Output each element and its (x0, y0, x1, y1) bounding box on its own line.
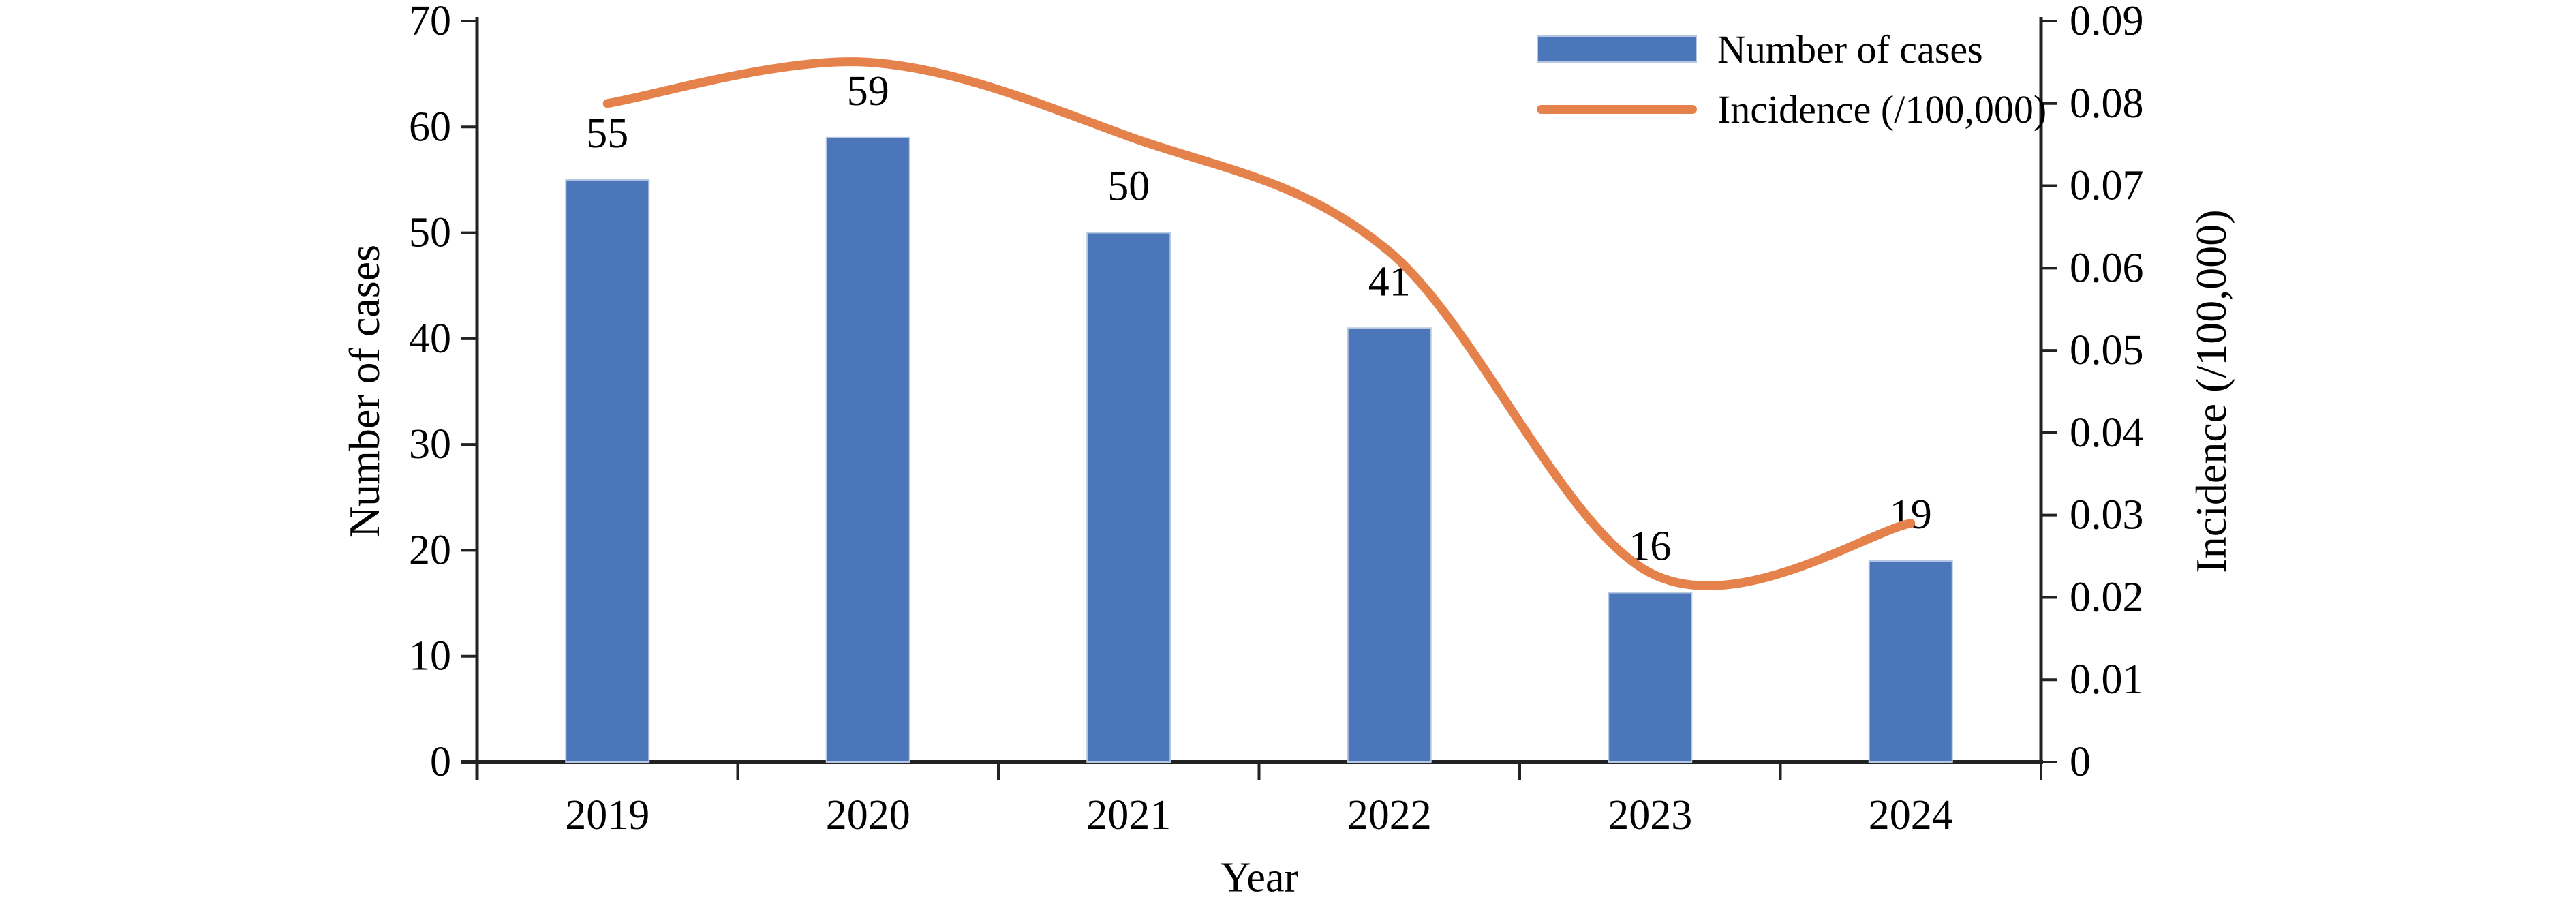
x-tick-label-2023: 2023 (1608, 792, 1692, 838)
bar-label-2019: 55 (586, 110, 628, 157)
x-axis-title: Year (1220, 854, 1299, 901)
bar-2024 (1868, 560, 1953, 763)
right-tick-label-0.01: 0.01 (2070, 656, 2144, 703)
legend: Number of cases Incidence (/100,000) (1537, 20, 2046, 138)
right-tick-label-0.08: 0.08 (2070, 80, 2144, 127)
left-tick-label-70: 70 (409, 0, 451, 44)
right-tick-label-0.06: 0.06 (2070, 245, 2144, 291)
left-axis-title: Number of cases (340, 244, 388, 539)
bar-2021 (1086, 232, 1171, 763)
bar-2023 (1608, 592, 1693, 763)
left-tick-label-60: 60 (409, 104, 451, 150)
bar-label-2021: 50 (1107, 164, 1150, 210)
x-tick-label-2020: 2020 (826, 792, 910, 838)
left-tick-label-10: 10 (409, 633, 451, 680)
legend-line-swatch-icon (1537, 104, 1697, 114)
x-tick-label-2022: 2022 (1347, 792, 1432, 838)
right-tick-label-0.05: 0.05 (2070, 327, 2144, 374)
bar-label-2020: 59 (847, 68, 889, 115)
right-tick-label-0.07: 0.07 (2070, 163, 2144, 209)
legend-bar-swatch-icon (1537, 35, 1697, 63)
left-tick-label-40: 40 (409, 316, 451, 362)
right-tick-label-0.02: 0.02 (2070, 574, 2144, 620)
bar-2019 (565, 179, 650, 763)
legend-label-number-of-cases: Number of cases (1717, 27, 1983, 72)
right-tick-label-0: 0 (2070, 739, 2091, 785)
bar-2022 (1347, 327, 1432, 763)
left-tick-label-50: 50 (409, 210, 451, 256)
right-tick-label-0.03: 0.03 (2070, 492, 2144, 539)
x-tick-label-2021: 2021 (1086, 792, 1171, 838)
right-axis-title: Incidence (/100,000) (2187, 209, 2235, 573)
legend-label-incidence: Incidence (/100,000) (1717, 87, 2047, 132)
bar-2020 (825, 136, 910, 763)
right-tick-label-0.04: 0.04 (2070, 410, 2144, 456)
right-tick-label-0.09: 0.09 (2070, 0, 2144, 44)
left-tick-label-20: 20 (409, 527, 451, 573)
left-tick-label-0: 0 (430, 739, 451, 785)
x-tick-label-2024: 2024 (1869, 792, 1953, 838)
legend-item-incidence: Incidence (/100,000) (1537, 80, 2046, 138)
legend-item-number-of-cases: Number of cases (1537, 20, 2046, 78)
x-tick-label-2019: 2019 (565, 792, 649, 838)
left-tick-label-30: 30 (409, 421, 451, 468)
incidence-line (602, 57, 1916, 590)
